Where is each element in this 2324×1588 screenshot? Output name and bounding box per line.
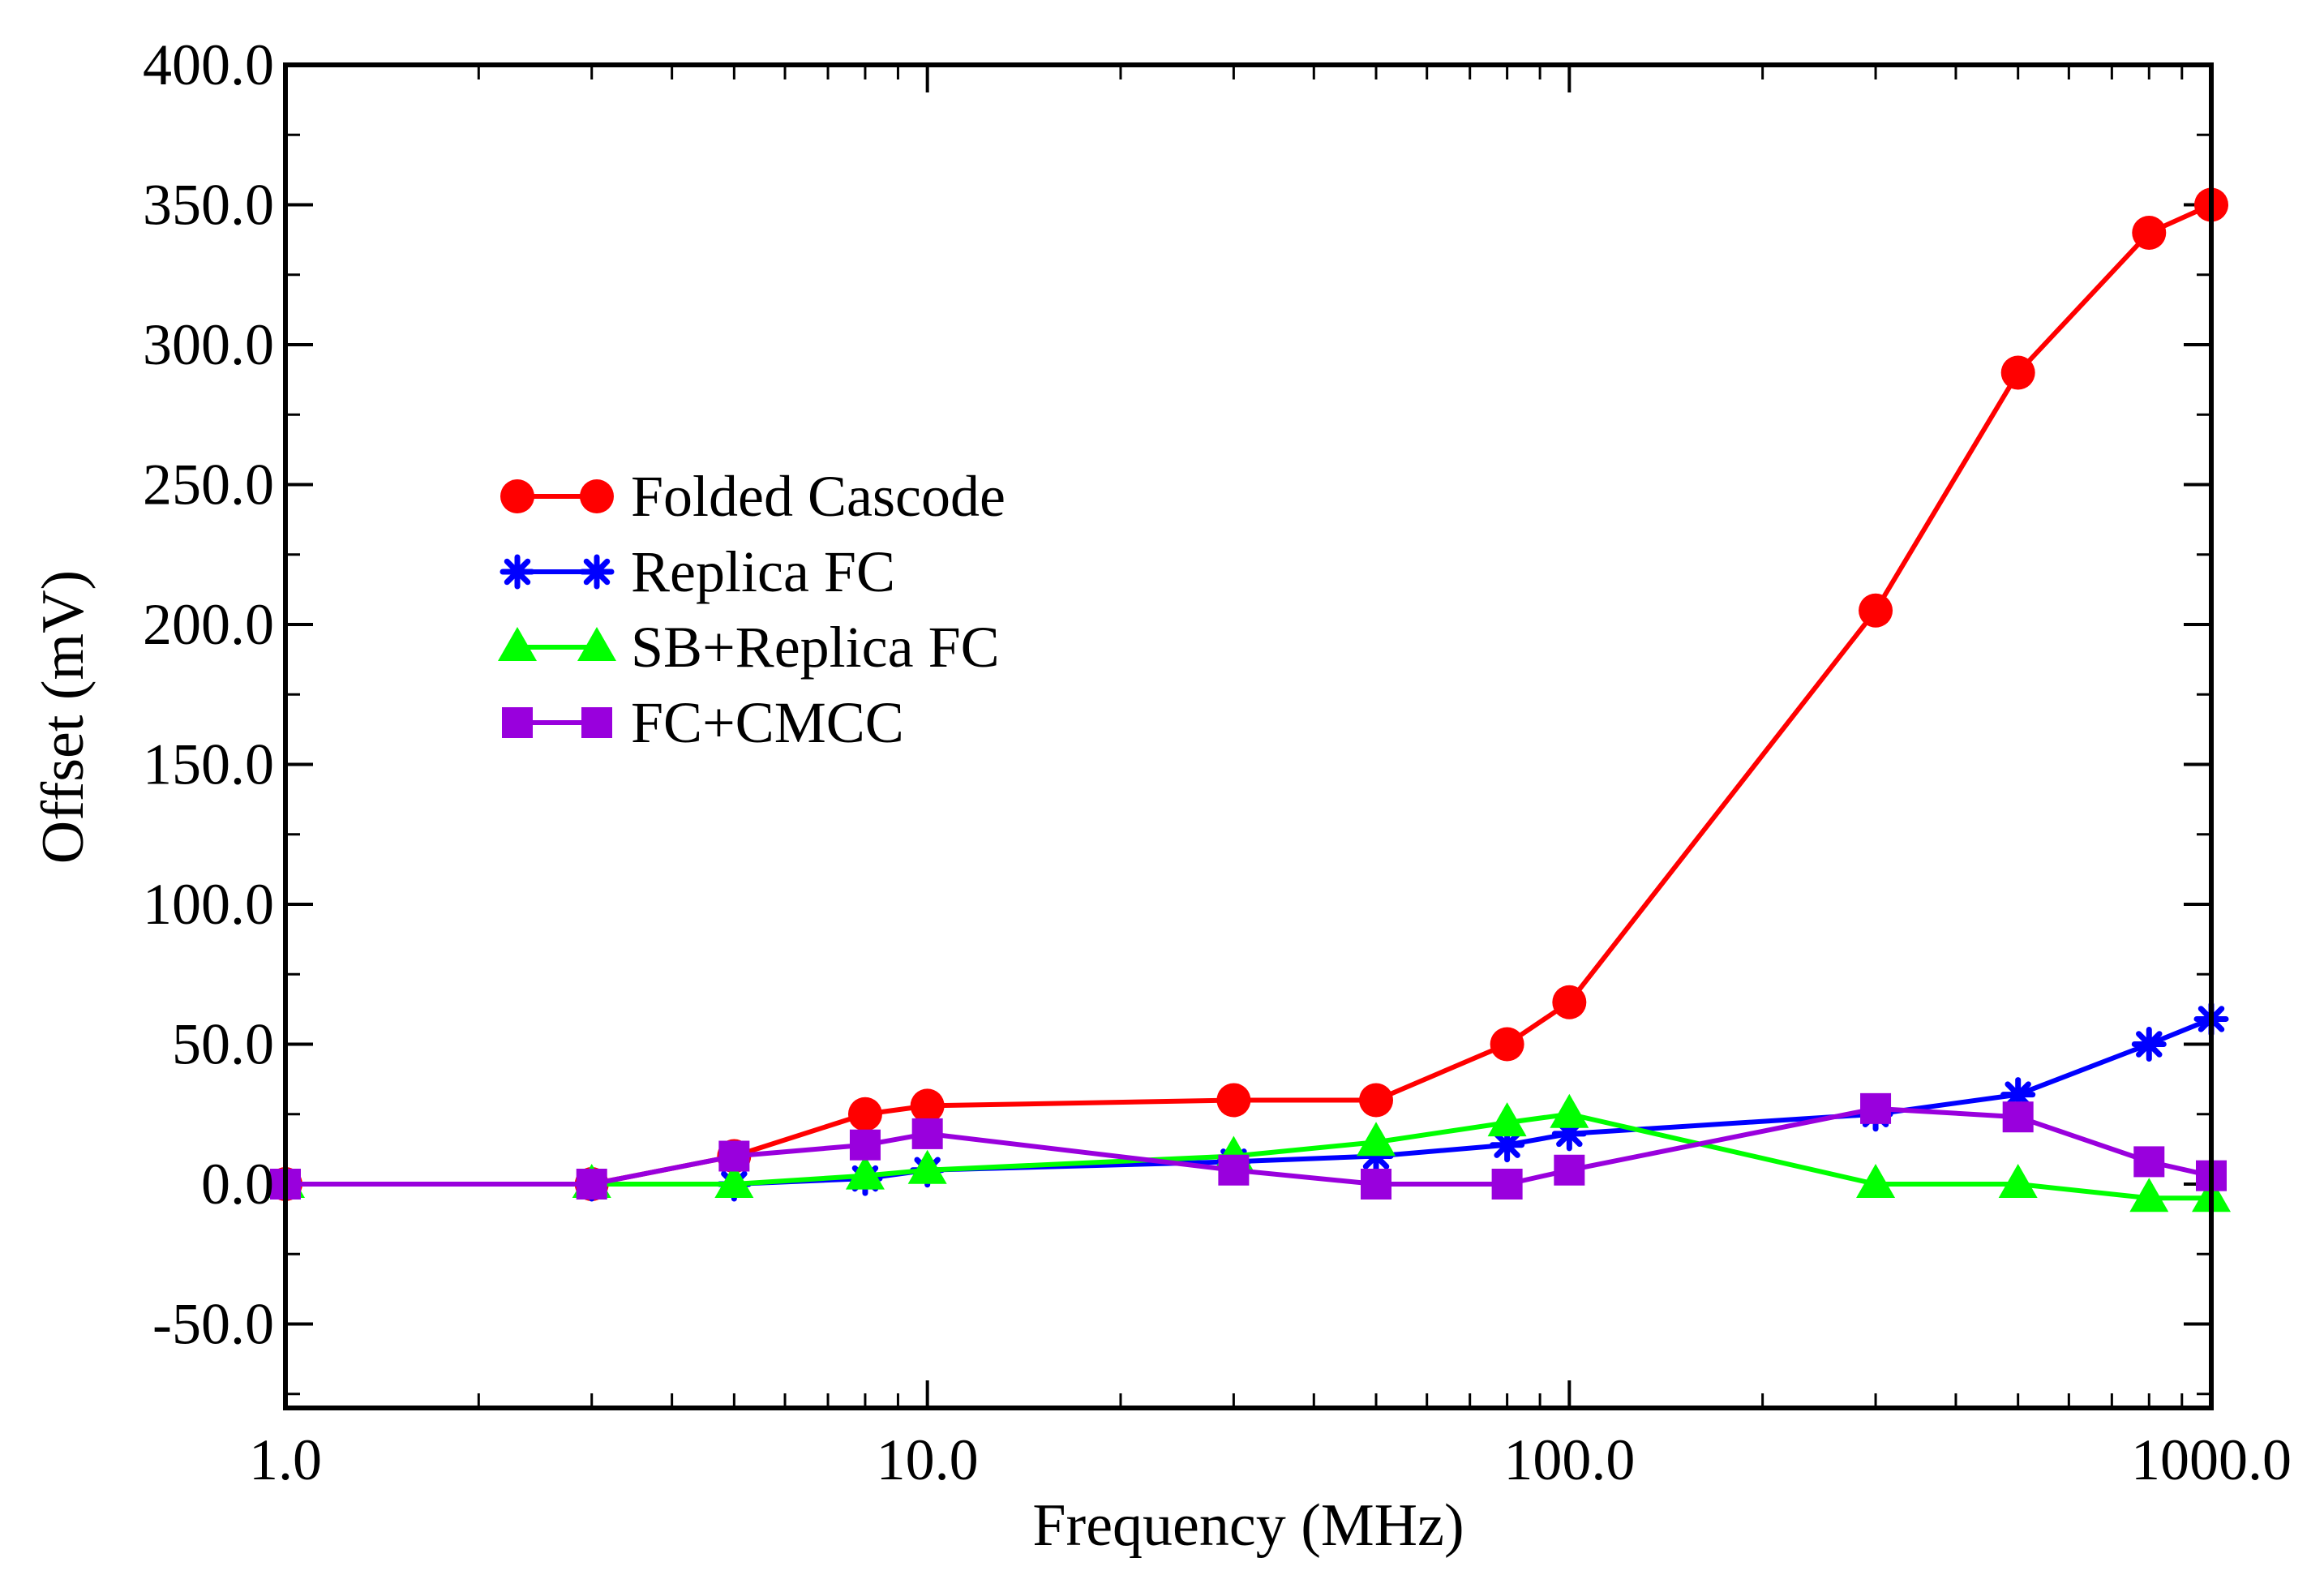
data-point — [2000, 1077, 2036, 1113]
x-tick-label: 100.0 — [1503, 1427, 1635, 1492]
series-fc-cmcc — [270, 1092, 2227, 1200]
data-point — [1218, 1154, 1250, 1186]
y-tick-label: 300.0 — [143, 312, 274, 377]
legend-marker — [577, 627, 616, 661]
data-point — [2133, 1146, 2165, 1178]
legend-marker — [581, 707, 612, 738]
legend-marker — [498, 627, 537, 661]
series-folded-cascode — [268, 187, 2228, 1201]
y-tick-label: 350.0 — [143, 173, 274, 238]
data-point — [2129, 1178, 2169, 1212]
data-point — [1487, 1102, 1527, 1137]
tick-marks — [284, 63, 2213, 1408]
y-tick-label: 100.0 — [143, 872, 274, 937]
series-layer — [266, 187, 2231, 1212]
data-point — [1856, 1164, 1896, 1198]
data-point — [1361, 1169, 1392, 1200]
data-point — [847, 1097, 882, 1131]
y-axis-title: Offset (mV) — [30, 570, 96, 864]
y-tick-label: 250.0 — [143, 453, 274, 517]
legend-entry: FC+CMCC — [502, 690, 904, 755]
y-tick-label: -50.0 — [152, 1292, 274, 1357]
data-point — [1860, 1092, 1892, 1124]
legend-marker — [580, 479, 614, 513]
data-point — [1490, 1027, 1524, 1062]
data-point — [1550, 1093, 1589, 1128]
legend-entry: SB+Replica FC — [498, 615, 1000, 680]
legend-label: FC+CMCC — [631, 690, 904, 755]
data-point — [1359, 1083, 1394, 1118]
legend: Folded Cascode Replica FC SB+Replica FC FC+… — [498, 464, 1005, 755]
legend-label: Replica FC — [631, 539, 895, 604]
legend-marker — [500, 479, 534, 513]
data-point — [718, 1140, 750, 1172]
data-point — [2000, 355, 2035, 390]
legend-label: Folded Cascode — [631, 464, 1005, 529]
data-point — [1216, 1083, 1251, 1118]
data-point — [910, 1088, 945, 1123]
data-point — [2002, 1101, 2034, 1133]
legend-label: SB+Replica FC — [631, 615, 1000, 680]
legend-marker — [502, 707, 533, 738]
y-tick-label: 50.0 — [172, 1012, 274, 1077]
data-point — [849, 1129, 881, 1161]
series-sb-replica-fc — [266, 1093, 2231, 1212]
x-tick-label: 1000.0 — [2131, 1427, 2292, 1492]
legend-marker — [579, 554, 615, 590]
plot-frame — [283, 62, 2214, 1410]
axis-tick-labels: -50.0 0.0 50.0 100.0 150.0 200.0 250.0 300.0 350… — [143, 32, 2292, 1492]
x-tick-label: 1.0 — [249, 1427, 322, 1492]
y-tick-label: 200.0 — [143, 592, 274, 657]
data-point — [1357, 1122, 1396, 1157]
legend-entry: Folded Cascode — [500, 464, 1005, 529]
series-line — [285, 202, 2213, 1187]
data-point — [1998, 1164, 2038, 1198]
data-point — [1552, 985, 1587, 1019]
data-point — [1554, 1154, 1585, 1186]
legend-marker — [500, 554, 535, 590]
data-point — [2131, 1027, 2167, 1062]
data-point — [907, 1149, 947, 1184]
x-tick-label: 10.0 — [877, 1427, 979, 1492]
y-tick-label: 0.0 — [201, 1152, 274, 1217]
y-tick-label: 150.0 — [143, 732, 274, 797]
data-point — [1859, 593, 1893, 628]
data-point — [2132, 216, 2167, 250]
data-point — [1491, 1169, 1523, 1200]
data-point — [845, 1155, 885, 1190]
x-axis-title: Frequency (MHz) — [1032, 1492, 1464, 1559]
data-point — [576, 1169, 607, 1200]
legend-entry: Replica FC — [500, 539, 895, 604]
y-tick-label: 400.0 — [143, 32, 274, 97]
data-point — [911, 1118, 943, 1149]
data-point — [714, 1164, 754, 1198]
